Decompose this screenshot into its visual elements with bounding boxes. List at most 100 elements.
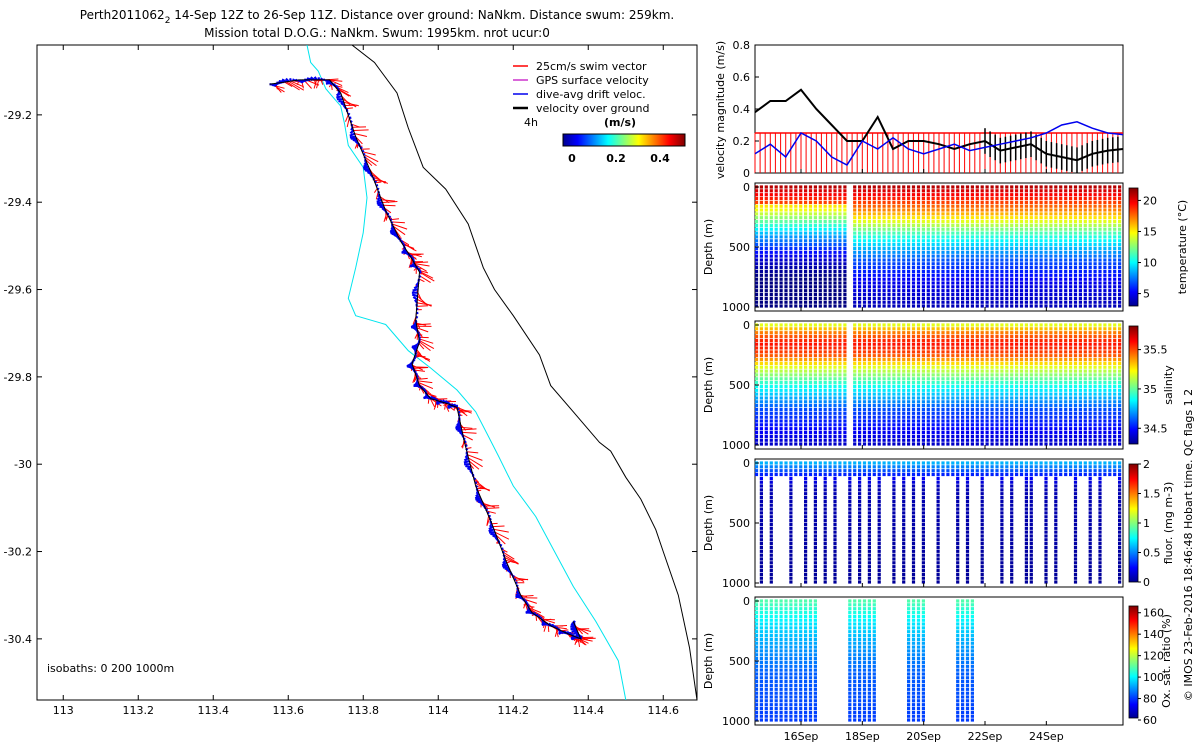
profile-dot xyxy=(1015,266,1019,270)
profile-dot xyxy=(985,396,989,400)
profile-dot xyxy=(921,423,925,427)
profile-dot xyxy=(853,365,857,369)
profile-dot xyxy=(804,323,808,327)
profile-dot xyxy=(799,300,803,304)
profile-dot xyxy=(794,392,798,396)
profile-dot xyxy=(965,361,970,365)
profile-dot xyxy=(961,185,965,189)
profile-dot xyxy=(911,338,916,342)
profile-dot xyxy=(774,384,778,388)
profile-dot xyxy=(1044,254,1048,258)
profile-dot xyxy=(926,404,930,408)
profile-dot xyxy=(823,365,827,369)
profile-dot xyxy=(774,227,778,231)
profile-dot xyxy=(858,411,862,415)
profile-dot xyxy=(1039,277,1043,281)
profile-dot xyxy=(970,216,974,220)
profile-dot xyxy=(877,338,881,342)
profile-dot xyxy=(1083,212,1087,216)
profile-dot xyxy=(990,262,994,266)
profile-dot xyxy=(1073,204,1078,208)
profile-dot xyxy=(892,189,896,193)
profile-dot xyxy=(769,277,773,281)
profile-dot xyxy=(843,289,847,293)
profile-dot xyxy=(907,342,911,346)
profile-dot xyxy=(1083,196,1087,201)
profile-dot xyxy=(1064,292,1068,297)
profile-dot xyxy=(956,358,960,362)
profile-dot xyxy=(975,350,979,354)
profile-dot xyxy=(892,231,896,235)
swim-vector xyxy=(418,339,435,350)
profile-dot xyxy=(1010,269,1014,274)
profile-dot xyxy=(911,227,916,231)
profile-dot xyxy=(1000,296,1004,300)
profile-dot xyxy=(808,334,813,339)
profile-dot xyxy=(941,369,945,373)
profile-dot xyxy=(995,419,999,423)
profile-dot xyxy=(779,273,783,277)
profile-dot xyxy=(892,239,896,243)
profile-dot xyxy=(833,388,837,392)
profile-dot xyxy=(892,208,896,212)
profile-dot xyxy=(892,377,896,381)
profile-dot xyxy=(951,220,955,224)
profile-dot xyxy=(808,243,813,247)
profile-dot xyxy=(911,423,916,427)
profile-dot xyxy=(833,400,837,404)
profile-dot xyxy=(759,438,763,442)
profile-dot xyxy=(769,281,773,285)
profile-dot xyxy=(1039,262,1043,266)
profile-dot xyxy=(887,185,891,189)
profile-dot xyxy=(808,189,813,193)
profile-dot xyxy=(789,239,793,243)
swim-vector xyxy=(467,454,483,461)
profile-dot xyxy=(754,373,759,377)
profile-dot xyxy=(1088,281,1092,285)
profile-dot xyxy=(931,246,935,250)
profile-dot xyxy=(759,404,763,408)
profile-dot xyxy=(956,396,960,400)
profile-dot xyxy=(818,239,822,243)
profile-dot xyxy=(1049,185,1053,189)
profile-dot xyxy=(975,266,979,270)
profile-dot xyxy=(808,423,813,427)
profile-dot xyxy=(882,200,886,204)
profile-dot xyxy=(1024,273,1028,277)
profile-dot xyxy=(911,189,916,193)
profile-dot xyxy=(970,331,974,335)
profile-dot xyxy=(921,407,925,412)
profile-dot xyxy=(858,350,862,354)
profile-dot xyxy=(1044,239,1048,243)
profile-dot xyxy=(902,388,906,392)
profile-dot xyxy=(804,423,808,427)
profile-dot xyxy=(779,243,783,247)
profile-dot xyxy=(1000,396,1004,400)
profile-dot xyxy=(1044,196,1048,201)
profile-dot xyxy=(784,442,788,446)
profile-dot xyxy=(970,300,974,304)
profile-dot xyxy=(1078,266,1082,270)
profile-dot xyxy=(965,396,970,400)
profile-dot xyxy=(779,216,783,220)
swim-vector xyxy=(313,79,318,89)
profile-dot xyxy=(779,381,783,385)
profile-dot xyxy=(867,227,871,231)
profile-dot xyxy=(858,246,862,250)
profile-dot xyxy=(975,338,979,342)
profile-dot xyxy=(823,258,827,262)
profile-dot xyxy=(877,342,881,346)
profile-dot xyxy=(1108,216,1112,220)
profile-dot xyxy=(956,273,960,277)
profile-dot xyxy=(779,246,783,250)
profile-dot xyxy=(799,427,803,431)
profile-dot xyxy=(965,281,970,285)
profile-dot xyxy=(926,235,930,239)
profile-dot xyxy=(1113,269,1117,274)
profile-dot xyxy=(833,419,837,423)
profile-dot xyxy=(961,358,965,362)
profile-dot xyxy=(818,304,822,308)
profile-dot xyxy=(1118,300,1122,304)
profile-dot xyxy=(867,427,871,431)
profile-dot xyxy=(818,442,822,446)
